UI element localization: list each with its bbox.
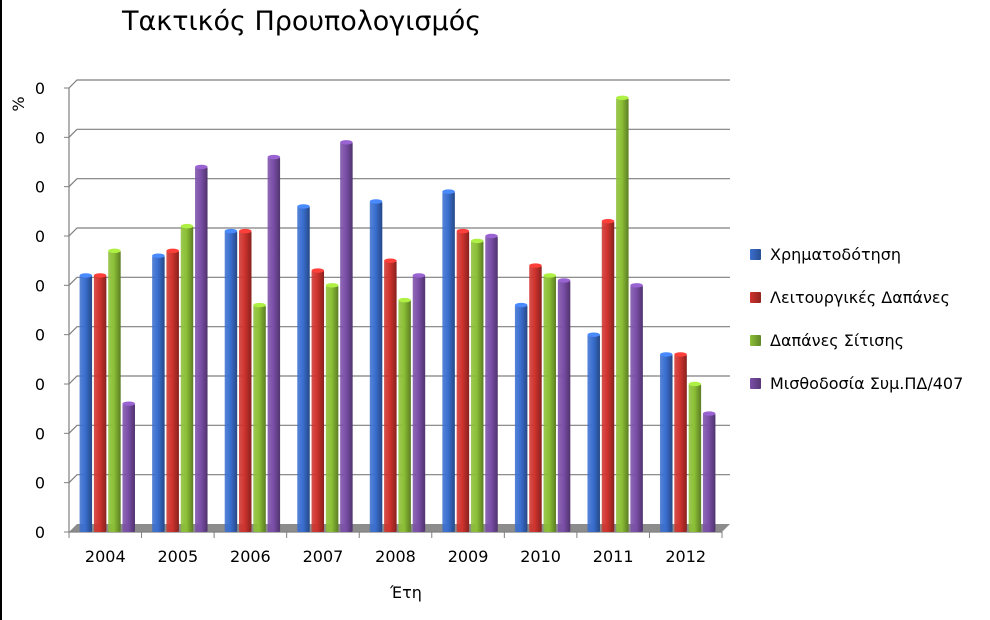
- bar-2010-3: [543, 273, 557, 532]
- bar-2004-2: [93, 273, 107, 532]
- y-tick-label: 0: [35, 276, 45, 295]
- bar-2005-2: [166, 248, 179, 533]
- bar-2005-4: [195, 164, 208, 532]
- bar-2005-3: [180, 223, 194, 532]
- bar-2006-3: [253, 302, 266, 532]
- bar-2011-1: [587, 332, 600, 532]
- y-tick-label: 0: [35, 79, 45, 98]
- chart-frame-edge: [0, 0, 2, 620]
- bar-2010-2: [529, 263, 542, 532]
- bar-2008-2: [384, 258, 397, 532]
- y-axis-label: %: [9, 96, 28, 111]
- bar-2007-4: [340, 140, 353, 532]
- bar-2009-4: [485, 233, 498, 532]
- legend-label: Λειτουργικές Δαπάνες: [770, 287, 950, 307]
- bar-2006-4: [267, 154, 281, 533]
- bar-2007-1: [297, 204, 310, 532]
- gridline: [68, 178, 730, 188]
- legend-swatch: [750, 291, 761, 303]
- chart-title: Τακτικός Προυπολογισμός: [122, 6, 482, 37]
- bar-2004-1: [79, 273, 93, 532]
- gridline: [68, 474, 730, 484]
- legend-item: Δαπάνες Σίτισης: [750, 330, 963, 350]
- gridline: [68, 375, 730, 385]
- bar-2008-1: [369, 199, 383, 532]
- bar-2005-1: [152, 253, 165, 532]
- legend-item: Μισθοδοσία Συμ.ΠΔ/407: [750, 373, 963, 393]
- bar-2012-2: [674, 352, 687, 532]
- gridline: [68, 326, 730, 336]
- bar-2007-2: [311, 268, 325, 532]
- x-tick-label: 2005: [157, 547, 198, 566]
- legend-swatch: [750, 377, 761, 389]
- bar-2011-4: [630, 283, 643, 532]
- bar-2009-2: [456, 228, 470, 533]
- legend-label: Χρηματοδότηση: [770, 244, 902, 264]
- bar-2007-3: [325, 283, 339, 532]
- gridline: [68, 424, 730, 434]
- gridline: [68, 227, 730, 237]
- legend-item: Λειτουργικές Δαπάνες: [750, 287, 963, 307]
- legend-label: Μισθοδοσία Συμ.ΠΔ/407: [770, 373, 964, 393]
- bar-2004-4: [122, 401, 135, 532]
- bar-2009-1: [442, 189, 455, 532]
- x-tick-label: 2012: [665, 547, 706, 566]
- x-tick-label: 2010: [520, 547, 561, 566]
- legend-swatch: [750, 248, 761, 260]
- chart-legend: Χρηματοδότηση Λειτουργικές Δαπάνες Δαπάνες…: [750, 244, 963, 416]
- bar-2011-3: [616, 95, 629, 532]
- gridline: [68, 276, 730, 286]
- legend-swatch: [750, 334, 761, 346]
- x-tick-label: 2008: [375, 547, 416, 566]
- legend-label: Δαπάνες Σίτισης: [770, 330, 904, 350]
- x-axis-label: Έτη: [389, 583, 422, 602]
- y-tick-label: 0: [35, 326, 45, 345]
- gridline: [68, 128, 730, 138]
- bar-2011-2: [601, 219, 615, 532]
- y-tick-label: 0: [35, 424, 45, 443]
- x-tick-label: 2004: [85, 547, 126, 566]
- bar-2004-3: [108, 248, 121, 533]
- bar-2010-4: [557, 278, 571, 532]
- bar-2006-2: [238, 228, 252, 533]
- bar-2012-1: [660, 352, 673, 532]
- x-tick-label: 2009: [448, 547, 489, 566]
- bar-2009-3: [470, 238, 484, 532]
- y-tick-label: 0: [35, 523, 45, 542]
- y-tick-label: 0: [35, 178, 45, 197]
- x-tick-label: 2011: [593, 547, 634, 566]
- bar-2012-3: [688, 381, 702, 532]
- bar-2008-4: [412, 273, 426, 532]
- legend-item: Χρηματοδότηση: [750, 244, 963, 264]
- bar-2008-3: [398, 297, 411, 532]
- x-tick-label: 2006: [230, 547, 271, 566]
- y-tick-label: 0: [35, 375, 45, 394]
- gridline: [68, 79, 730, 89]
- bar-2012-4: [702, 411, 716, 532]
- y-tick-label: 0: [35, 227, 45, 246]
- y-tick-label: 0: [35, 474, 45, 493]
- bar-2010-1: [514, 302, 528, 532]
- y-tick-label: 0: [35, 128, 45, 147]
- bar-2006-1: [224, 228, 238, 533]
- x-tick-label: 2007: [303, 547, 344, 566]
